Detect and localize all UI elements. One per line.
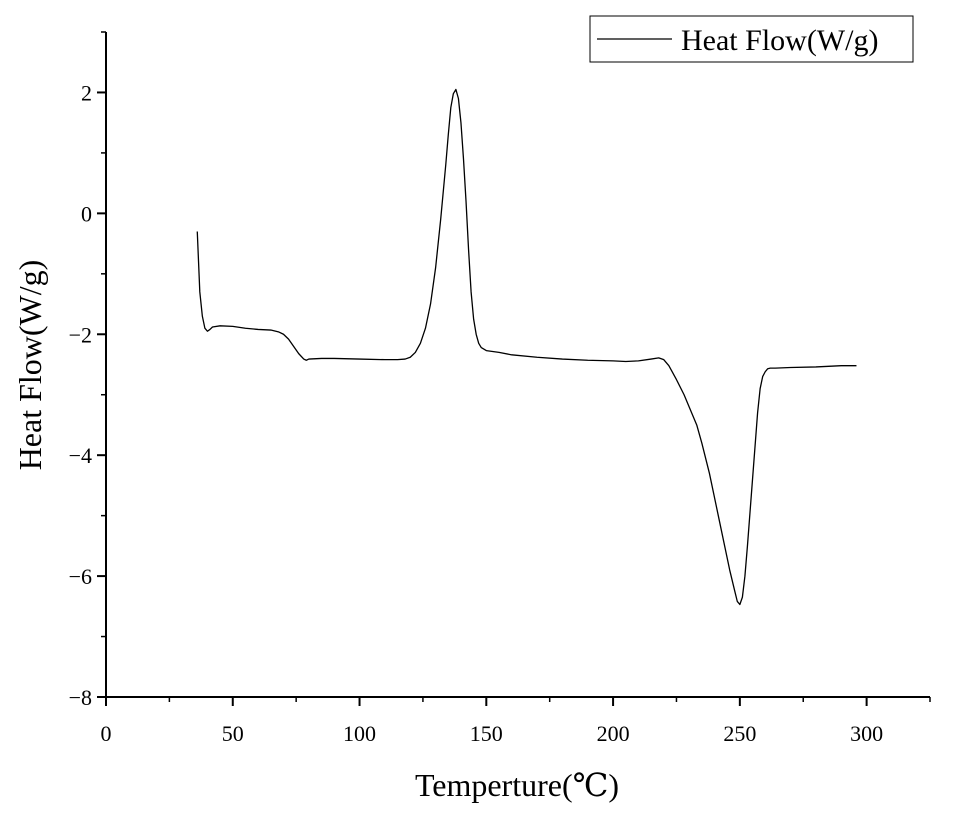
x-tick-label: 100	[343, 721, 376, 746]
x-tick-label: 300	[850, 721, 883, 746]
y-tick-label: 2	[81, 80, 92, 105]
x-tick-label: 0	[101, 721, 112, 746]
heat-flow-series-line	[196, 88, 857, 606]
legend: Heat Flow(W/g)	[589, 15, 914, 63]
x-tick-label: 250	[723, 721, 756, 746]
legend-label: Heat Flow(W/g)	[681, 24, 878, 57]
x-tick-label: 200	[597, 721, 630, 746]
y-tick-label: −2	[69, 322, 92, 347]
y-tick-label: −4	[69, 443, 92, 468]
y-tick-label: −6	[69, 564, 92, 589]
x-tick-label: 50	[222, 721, 244, 746]
y-axis-ticks: −8 −6 −4 −2 0 2	[69, 31, 106, 710]
x-axis-ticks: 0 50 100 150 200 250 300	[101, 697, 931, 746]
y-tick-label: −8	[69, 685, 92, 710]
x-tick-label: 150	[470, 721, 503, 746]
y-tick-label: 0	[81, 201, 92, 226]
x-axis-title: Temperture(℃)	[415, 767, 619, 803]
y-axis-title: Heat Flow(W/g)	[12, 260, 48, 471]
